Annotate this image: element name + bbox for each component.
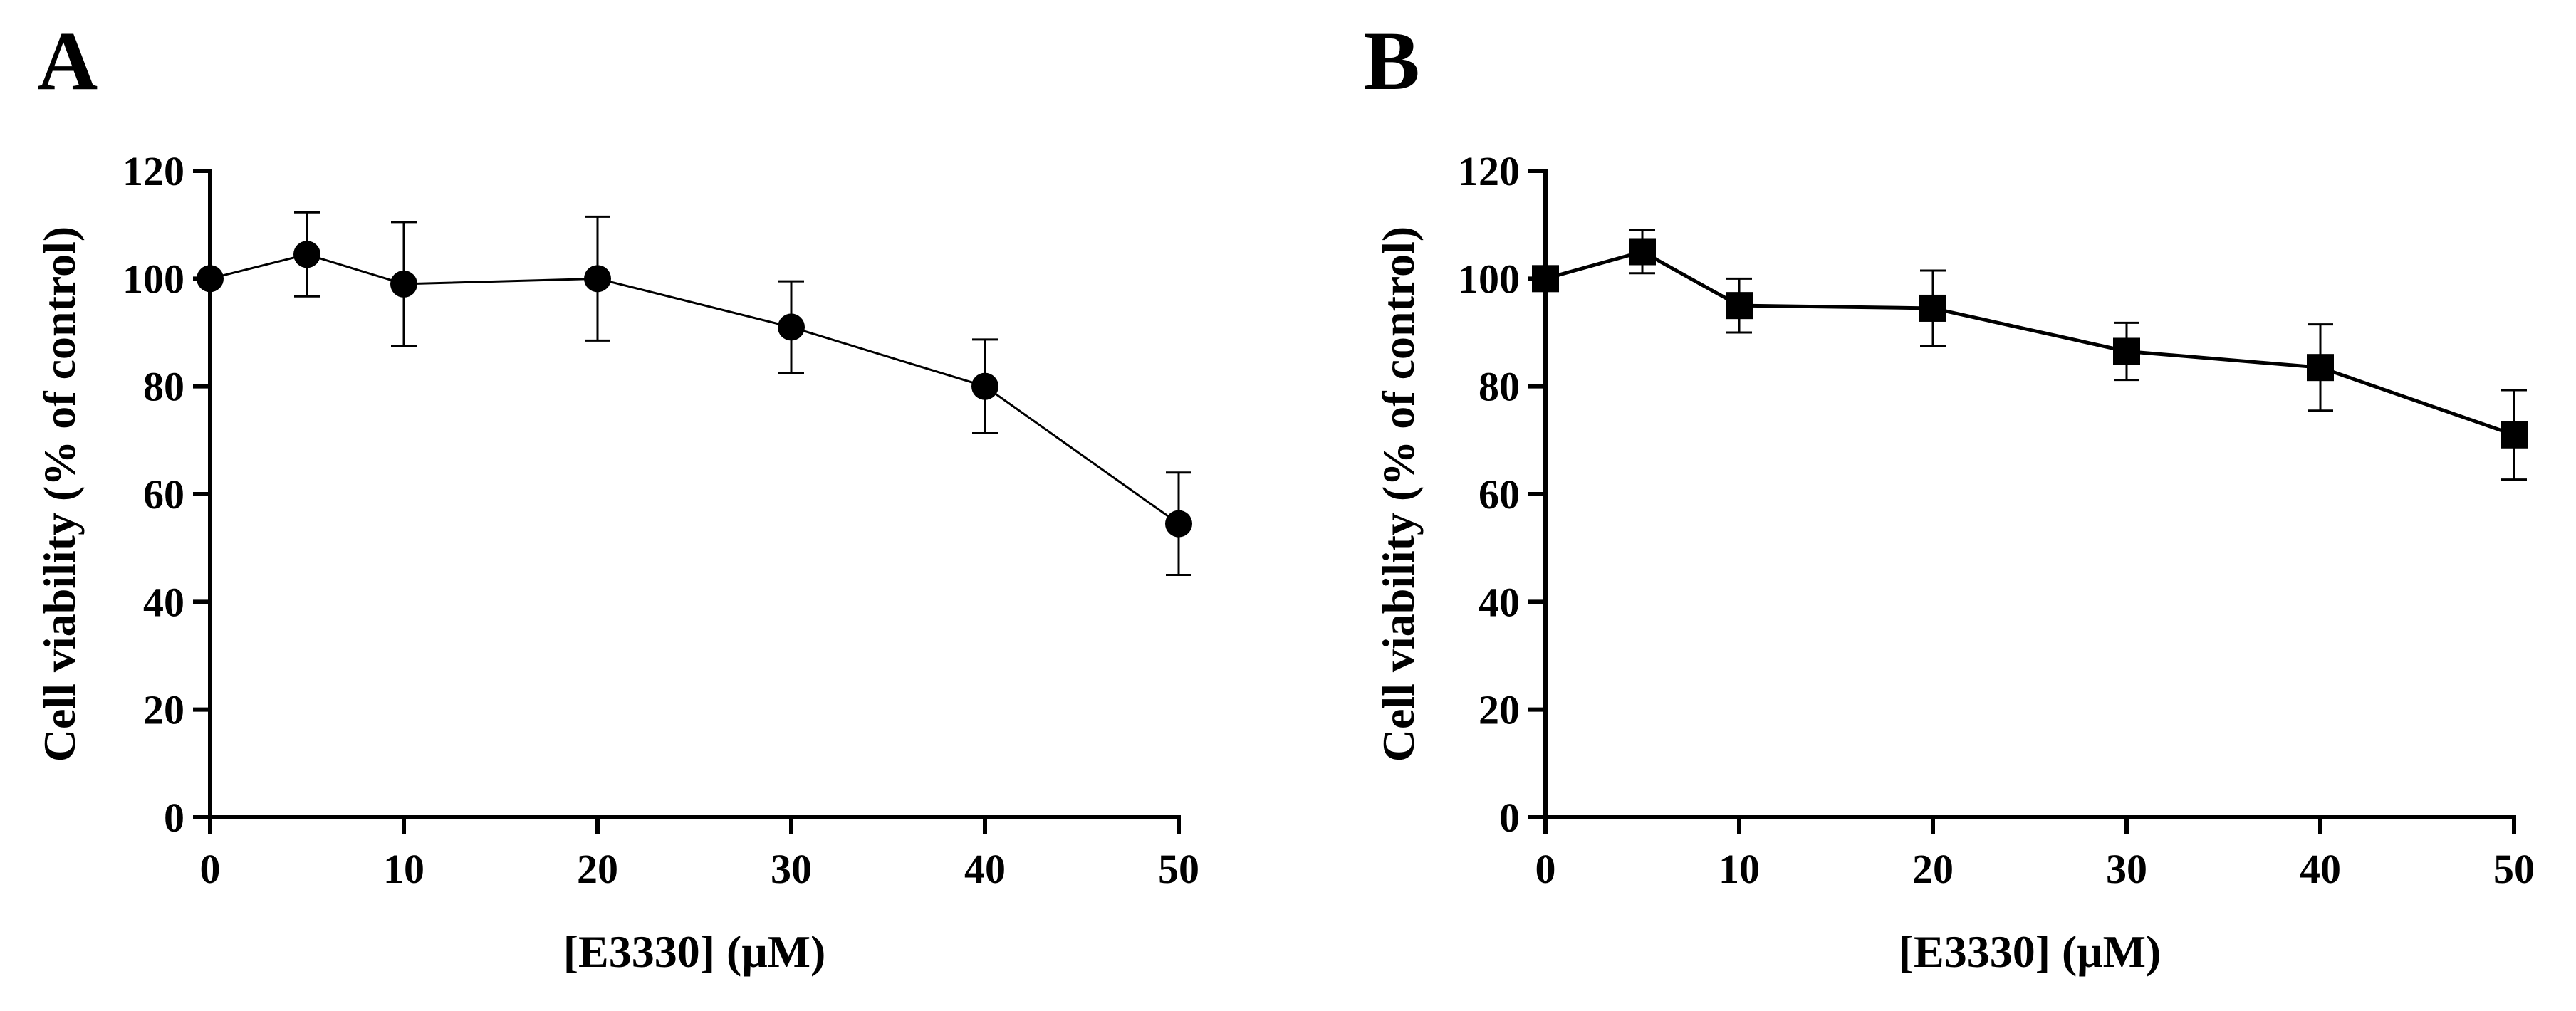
y-tick-label: 80: [1479, 364, 1520, 410]
y-tick-label: 40: [143, 579, 184, 625]
data-point-square: [2501, 421, 2528, 449]
x-tick-label: 40: [964, 846, 1006, 892]
data-point-square: [2113, 337, 2140, 365]
panel-a: A 0 20 40 60 80 100 120 0 10 20 30 40 50 [E3330] (μM) C…: [34, 14, 1199, 977]
series-line: [209, 253, 1179, 525]
x-tick-label: 10: [383, 846, 424, 892]
x-axis-title: [E3330] (μM): [1899, 926, 2162, 977]
y-tick-label: 0: [1499, 795, 1520, 841]
y-tick-label: 100: [1458, 256, 1520, 302]
y-tick-label: 100: [122, 256, 184, 302]
series-line: [1545, 249, 2515, 437]
data-point-square: [1919, 294, 1946, 322]
panel-letter: A: [37, 14, 98, 108]
data-point-circle: [1165, 510, 1192, 538]
y-tick-label: 60: [1479, 471, 1520, 518]
x-axis-title: [E3330] (μM): [563, 926, 826, 977]
data-point-square: [1629, 238, 1656, 266]
x-tick-label: 20: [577, 846, 618, 892]
y-axis-title: Cell viability (% of control): [1373, 226, 1424, 763]
x-tick-label: 50: [1158, 846, 1199, 892]
data-point-circle: [390, 270, 417, 298]
y-tick-label: 120: [1458, 148, 1520, 194]
x-tick-label: 0: [1535, 846, 1556, 892]
data-point-circle: [778, 313, 805, 341]
x-tick-label: 30: [2106, 846, 2147, 892]
x-tick-label: 20: [1912, 846, 1954, 892]
y-tick-label: 60: [143, 471, 184, 518]
x-tick-label: 40: [2300, 846, 2341, 892]
y-tick-label: 80: [143, 364, 184, 410]
x-tick-label: 10: [1719, 846, 1760, 892]
data-point-square: [1726, 292, 1753, 320]
panel-b: B 0 20 40 60 80 100 120 0 10 20 30 40 50 [E3330] (μM) C…: [1364, 14, 2535, 977]
x-tick-label: 50: [2493, 846, 2535, 892]
y-axis-title: Cell viability (% of control): [34, 226, 85, 763]
y-tick-label: 20: [1479, 687, 1520, 733]
data-point-circle: [584, 265, 611, 293]
y-tick-label: 20: [143, 687, 184, 733]
y-tick-label: 0: [164, 795, 184, 841]
data-point-circle: [293, 241, 320, 268]
data-point-circle: [197, 265, 224, 293]
data-point-circle: [971, 372, 998, 400]
data-point-square: [1532, 265, 1559, 293]
x-tick-label: 0: [200, 846, 221, 892]
data-point-square: [2307, 354, 2334, 382]
y-tick-label: 120: [122, 148, 184, 194]
panel-letter: B: [1364, 14, 1420, 108]
x-tick-label: 30: [771, 846, 812, 892]
y-tick-label: 40: [1479, 579, 1520, 625]
